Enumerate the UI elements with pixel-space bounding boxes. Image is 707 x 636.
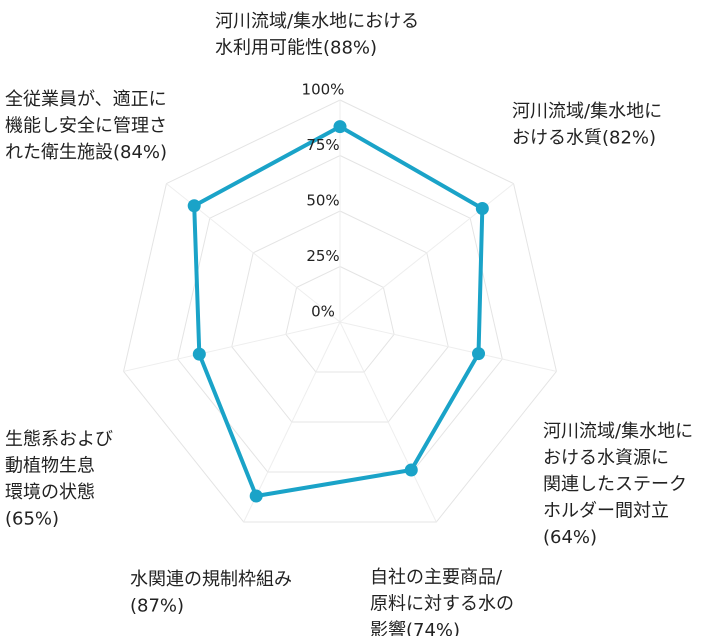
axis-label: 水関連の規制枠組み (130, 569, 292, 590)
data-point (472, 347, 486, 361)
axis-label: (64%) (543, 527, 597, 548)
tick-label: 25% (306, 247, 339, 265)
axis-label: おける水資源に (543, 448, 669, 469)
axis-label: れた衛生施設(84%) (5, 142, 167, 163)
spoke (339, 321, 557, 372)
axis-label: ホルダー間対立 (543, 501, 669, 522)
data-point (249, 489, 263, 503)
data-point (475, 201, 489, 215)
tick-label: 0% (311, 303, 335, 321)
axis-label: 機能し安全に管理さ (5, 116, 167, 137)
grid-ring (231, 210, 449, 423)
axis-label: 河川流域/集水地に (512, 101, 662, 122)
data-line (192, 124, 485, 499)
axis-label: 河川流域/集水地に (543, 421, 693, 442)
axis-label: (65%) (5, 509, 59, 530)
axis-label: 全従業員が、適正に (5, 89, 167, 110)
spoke (243, 321, 341, 523)
grid-ring (285, 265, 395, 373)
axis-label: 環境の状態 (5, 482, 95, 503)
axis-label: 影響(74%) (370, 620, 460, 636)
spoke (339, 321, 437, 523)
axis-label: 原料に対する水の (370, 594, 514, 615)
data-point (187, 199, 201, 213)
tick-label: 100% (302, 81, 345, 99)
axis-label: 河川流域/集水地における (215, 11, 419, 32)
data-point (192, 347, 206, 361)
axis-label: 生態系および (5, 429, 113, 450)
axis-label: 関連したステーク (543, 474, 687, 495)
data-point (333, 120, 347, 134)
axis-label: おける水質(82%) (512, 128, 656, 149)
tick-label: 50% (306, 192, 339, 210)
axis-label: 動植物生息 (5, 456, 95, 477)
grid-ring (123, 99, 557, 523)
spoke (339, 183, 514, 323)
tick-label: 75% (306, 136, 339, 154)
spoke (123, 321, 341, 372)
axis-label: (87%) (130, 596, 184, 617)
axis-label: 自社の主要商品/ (370, 567, 503, 588)
grid-ring (177, 154, 503, 473)
axis-label: 水利用可能性(88%) (215, 38, 377, 59)
data-point (404, 463, 418, 477)
